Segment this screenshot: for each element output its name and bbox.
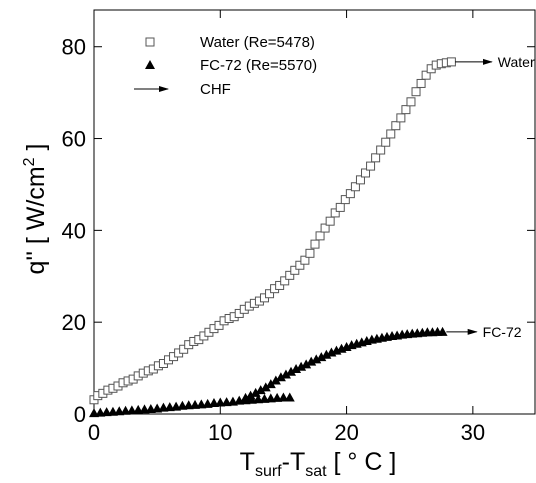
fc72-point	[321, 349, 332, 359]
fc72-point	[240, 392, 251, 402]
water-point	[401, 105, 411, 115]
water-point	[361, 168, 371, 178]
fc72-point	[286, 366, 297, 376]
water-point	[179, 344, 189, 354]
water-point	[386, 129, 396, 139]
fc72-point	[278, 392, 289, 402]
fc72-point	[284, 392, 295, 402]
water-series	[89, 57, 456, 405]
water-point	[411, 87, 421, 97]
x-axis-title-main: T	[240, 448, 255, 476]
plot-frame	[93, 9, 536, 415]
fc72-point	[250, 387, 261, 397]
water-point	[320, 223, 330, 233]
x-axis-title-tail: [ ° C ]	[327, 448, 397, 476]
fc72-point	[280, 369, 291, 379]
water-point	[214, 320, 224, 330]
water-point	[421, 70, 431, 80]
x-tick-label: 10	[208, 420, 232, 445]
fc72-point	[316, 352, 327, 362]
water-point	[310, 239, 320, 249]
legend-label: CHF	[200, 81, 231, 98]
water-point	[330, 208, 340, 218]
water-point	[366, 161, 376, 171]
y-axis-title-main: q'' [ W/cm	[22, 166, 50, 274]
x-axis-title-sub2: sat	[305, 463, 327, 480]
legend-triangle-icon	[145, 60, 155, 69]
water-point	[290, 265, 300, 275]
water-point	[391, 121, 401, 131]
fc72-point	[301, 359, 312, 369]
chf-arrow-label: FC-72	[483, 324, 522, 340]
legend-square-icon	[145, 37, 155, 47]
water-point	[280, 276, 290, 286]
y-tick-label: 60	[62, 127, 86, 152]
x-axis-title-mid: -T	[282, 448, 306, 476]
water-point	[371, 153, 381, 163]
water-point	[265, 289, 275, 299]
water-point	[406, 97, 416, 107]
fc72-point	[306, 356, 317, 366]
y-tick-label: 40	[62, 218, 86, 243]
y-tick-label: 0	[74, 402, 86, 427]
x-tick-label: 30	[461, 420, 485, 445]
water-point	[416, 78, 426, 88]
fc72-point	[291, 364, 302, 374]
water-point	[446, 57, 456, 67]
y-axis-title-tail: ]	[22, 144, 50, 158]
x-tick-label: 20	[334, 420, 358, 445]
water-point	[300, 255, 310, 265]
water-point	[335, 202, 345, 212]
water-point	[295, 260, 305, 270]
water-point	[285, 270, 295, 280]
water-point	[340, 195, 350, 205]
y-axis-title: q'' [ W/cm2 ]	[21, 144, 50, 275]
water-point	[275, 280, 285, 290]
fc72-point	[437, 326, 448, 336]
water-point	[376, 145, 386, 155]
fc72-point	[265, 379, 276, 389]
water-point	[355, 175, 365, 185]
fc72-point	[270, 375, 281, 385]
fc72-point	[311, 354, 322, 364]
x-tick-label: 0	[88, 420, 100, 445]
fc72-point	[296, 361, 307, 371]
legend-label: Water (Re=5478)	[200, 34, 315, 51]
y-axis-title-sup: 2	[21, 157, 38, 166]
fc72-point	[255, 385, 266, 395]
fc72-point	[275, 372, 286, 382]
water-point	[315, 231, 325, 241]
water-point	[350, 182, 360, 192]
y-tick-label: 20	[62, 310, 86, 335]
legend-label: FC-72 (Re=5570)	[200, 57, 317, 74]
chf-arrow-label: Water	[498, 54, 535, 70]
fc72-point	[260, 382, 271, 392]
water-point	[305, 248, 315, 258]
fc72-point	[245, 390, 256, 400]
water-point	[381, 137, 391, 147]
fc72-series	[89, 326, 448, 418]
y-tick-label: 80	[62, 35, 86, 60]
water-point	[345, 189, 355, 199]
x-axis-title-sub1: surf	[255, 463, 282, 480]
water-point	[325, 216, 335, 226]
water-point	[396, 113, 406, 123]
x-axis-title: Tsurf-Tsat [ ° C ]	[240, 448, 397, 480]
